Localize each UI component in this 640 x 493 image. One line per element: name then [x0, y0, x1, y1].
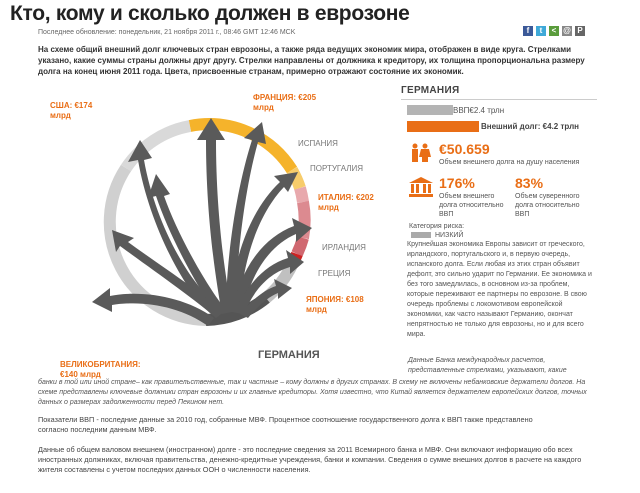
label-germany[interactable]: ГЕРМАНИЯ [258, 349, 320, 361]
gdp-bar [407, 105, 453, 115]
country-description: Крупнейшая экономика Европы зависит от г… [407, 241, 592, 338]
email-icon[interactable]: @ [562, 26, 572, 36]
bank-icon [409, 177, 433, 197]
facebook-icon[interactable]: f [523, 26, 533, 36]
arrow-to-uk [92, 288, 214, 326]
country-info-panel: ГЕРМАНИЯ ВВП€2.4 трлн Внешний долг: €4.2… [401, 85, 597, 338]
label-portugal[interactable]: ПОРТУГАЛИЯ [310, 164, 364, 173]
risk-category-label: Категория риска: [409, 223, 465, 230]
gdp-label: ВВП€2.4 трлн [453, 106, 505, 115]
debt-label: Внешний долг: €4.2 трлн [481, 122, 579, 131]
note-total-debt: Данные об общем валовом внешнем (иностра… [38, 445, 582, 474]
note-bis: банки в той или иной стране– как правите… [38, 379, 587, 406]
ring-spain [286, 167, 306, 190]
label-uk[interactable]: ВЕЛИКОБРИТАНИЯ: €140 млрд [60, 360, 141, 379]
ring-uk [103, 164, 207, 326]
ring-usa [121, 120, 192, 172]
label-japan[interactable]: ЯПОНИЯ: €108 млрд [306, 295, 364, 314]
page-title: Кто, кому и сколько должен в еврозоне [10, 2, 410, 25]
label-greece[interactable]: ГРЕЦИЯ [318, 269, 351, 278]
arrow-to-france-2 [226, 122, 266, 312]
debt-arrows [92, 118, 312, 326]
print-icon[interactable]: P [575, 26, 585, 36]
label-ireland[interactable]: ИРЛАНДИЯ [322, 243, 366, 252]
share-icon[interactable]: < [549, 26, 559, 36]
ring-italy [297, 200, 311, 240]
sov-gdp-value: 83% [515, 175, 544, 191]
arrow-to-japan [240, 279, 292, 318]
sov-gdp-label: Объем суверенного долга относительно ВВП [515, 193, 580, 218]
per-capita-label: Объем внешнего долга на душу населения [439, 159, 580, 166]
debt-gdp-label: Объем внешнего долга относительно ВВП [439, 193, 504, 218]
twitter-icon[interactable]: t [536, 26, 546, 36]
debt-bar [407, 121, 479, 132]
ring-ireland [291, 236, 309, 257]
debt-gdp-value: 176% [439, 175, 475, 191]
note-bis-intro: Данные Банка международных расчетов, пре… [408, 357, 567, 374]
gdp-row: ВВП€2.4 трлн [401, 105, 591, 116]
ring-portugal [294, 186, 309, 203]
label-italy[interactable]: ИТАЛИЯ: €202 млрд [318, 193, 374, 212]
risk-bar [411, 232, 431, 238]
arrow-to-uk-3 [148, 174, 226, 316]
per-capita-value: €50.659 [439, 141, 490, 157]
debt-diagram [92, 118, 312, 326]
arrow-to-uk-2 [112, 230, 224, 318]
last-updated: Последнее обновление: понедельник, 21 но… [38, 29, 296, 36]
arrow-to-ireland [234, 250, 304, 314]
arrow-to-usa [128, 140, 224, 316]
label-france[interactable]: ФРАНЦИЯ: €205 млрд [253, 93, 317, 112]
arrow-to-france [197, 118, 232, 314]
label-spain[interactable]: ИСПАНИЯ [298, 139, 338, 148]
panel-country-title: ГЕРМАНИЯ [401, 85, 597, 100]
debt-row: Внешний долг: €4.2 трлн [401, 121, 597, 133]
label-usa[interactable]: США: €174 млрд [50, 101, 93, 120]
note-gdp: Показатели ВВП - последние данные за 201… [38, 415, 533, 434]
people-icon [412, 143, 431, 162]
social-share-bar: f t < @ P [523, 26, 585, 36]
ring-france [188, 118, 298, 174]
risk-value: НИЗКИЙ [435, 232, 464, 239]
intro-text: На схеме общий внешний долг ключевых стр… [38, 45, 585, 76]
